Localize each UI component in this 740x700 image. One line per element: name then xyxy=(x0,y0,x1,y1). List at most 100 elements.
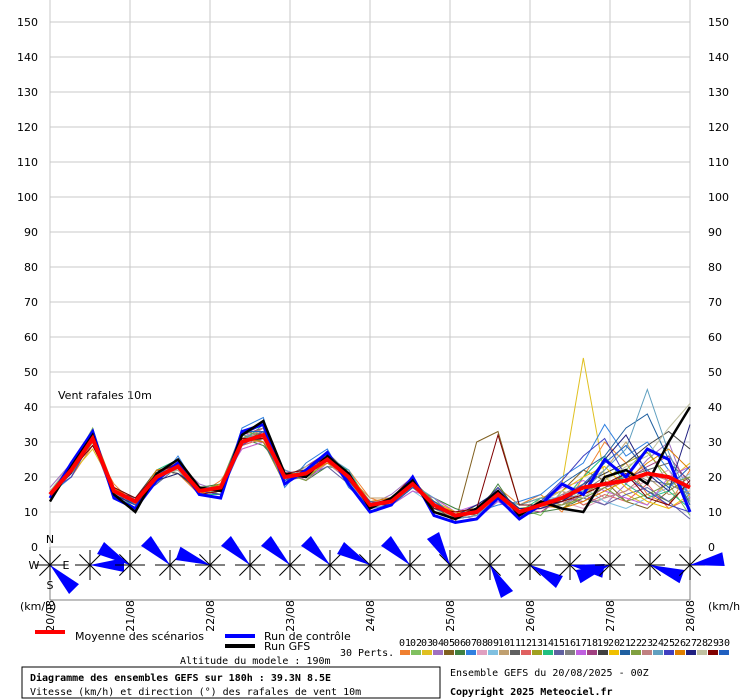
legend-swatch xyxy=(444,650,454,655)
legend-swatch xyxy=(631,650,641,655)
y-tick-label-right: 60 xyxy=(708,331,722,344)
legend-swatch xyxy=(664,650,674,655)
wind-arrow xyxy=(575,565,610,584)
y-tick-label: 10 xyxy=(24,506,38,519)
compass-line xyxy=(289,564,301,576)
series-line xyxy=(48,422,692,525)
legend-label: 18 xyxy=(586,638,598,649)
legend-swatch xyxy=(576,650,586,655)
legend-label: 01 xyxy=(399,638,411,649)
compass-line xyxy=(239,564,251,576)
legend-label: 03 xyxy=(421,638,433,649)
legend-label: 16 xyxy=(564,638,576,649)
compass-line xyxy=(519,564,531,576)
compass-line xyxy=(609,564,621,576)
compass-line xyxy=(639,564,651,576)
legend-swatch xyxy=(697,650,707,655)
legend-label: 28 xyxy=(696,638,708,649)
compass-line xyxy=(689,564,701,576)
y-tick-label-right: 0 xyxy=(708,541,715,554)
y-tick-label-right: 130 xyxy=(708,86,729,99)
y-tick-label: 0 xyxy=(31,541,38,554)
legend-label: 22 xyxy=(630,638,642,649)
wind-arrow xyxy=(490,565,514,598)
compass-label: W xyxy=(29,559,40,572)
compass-line xyxy=(679,564,691,576)
y-tick-label-right: 30 xyxy=(708,436,722,449)
compass-label: N xyxy=(46,533,54,546)
compass-line xyxy=(649,554,661,566)
compass-line xyxy=(119,564,131,576)
compass-line xyxy=(569,554,581,566)
y-tick-label-right: 150 xyxy=(708,16,729,29)
legend-label: 14 xyxy=(542,638,554,649)
y-tick-label: 80 xyxy=(24,261,38,274)
y-tick-label: 150 xyxy=(17,16,38,29)
y-tick-label-right: 100 xyxy=(708,191,729,204)
unit-right: (km/h) xyxy=(708,600,740,613)
compass-line xyxy=(599,554,611,566)
x-tick-label: 28/08 xyxy=(684,600,697,632)
compass-line xyxy=(39,564,51,576)
compass-line xyxy=(209,564,221,576)
compass-line xyxy=(329,564,341,576)
compass-line xyxy=(159,564,171,576)
compass-line xyxy=(599,564,611,576)
legend-label: 15 xyxy=(553,638,565,649)
unit-left: (km/h) xyxy=(20,600,56,613)
legend-swatch xyxy=(488,650,498,655)
legend-label: 12 xyxy=(520,638,532,649)
y-tick-label-right: 140 xyxy=(708,51,729,64)
x-tick-label: 23/08 xyxy=(284,600,297,632)
legend-label: 21 xyxy=(619,638,631,649)
compass-line xyxy=(679,554,691,566)
legend-swatch xyxy=(532,650,542,655)
legend-label: 04 xyxy=(432,638,444,649)
legend-swatch xyxy=(433,650,443,655)
wind-arrow xyxy=(650,565,685,584)
compass-line xyxy=(639,554,651,566)
x-tick-label: 21/08 xyxy=(124,600,137,632)
compass-line xyxy=(559,554,571,566)
legend-swatch xyxy=(543,650,553,655)
copyright: Copyright 2025 Meteociel.fr xyxy=(450,686,613,698)
legend-swatch xyxy=(477,650,487,655)
wind-arrow xyxy=(141,536,170,565)
wind-arrow xyxy=(301,536,330,565)
compass-line xyxy=(409,554,421,566)
compass-line xyxy=(369,564,381,576)
wind-arrow xyxy=(221,536,250,565)
legend-swatch xyxy=(675,650,685,655)
box-subtitle: Vitesse (km/h) et direction (°) des rafa… xyxy=(30,687,361,698)
y-tick-label-right: 10 xyxy=(708,506,722,519)
compass-label: S xyxy=(47,579,54,592)
compass-line xyxy=(49,554,61,566)
y-tick-label: 70 xyxy=(24,296,38,309)
legend-label: 23 xyxy=(641,638,653,649)
info-box xyxy=(21,666,441,699)
perturbations-label: 30 Perts. xyxy=(340,648,394,659)
compass-line xyxy=(169,564,181,576)
legend-label: 05 xyxy=(443,638,455,649)
wind-arrow xyxy=(261,536,290,565)
compass-line xyxy=(249,554,261,566)
legend-label: 10 xyxy=(498,638,510,649)
y-tick-label: 130 xyxy=(17,86,38,99)
compass-line xyxy=(129,554,141,566)
y-tick-label-right: 110 xyxy=(708,156,729,169)
legend-label: 25 xyxy=(663,638,675,649)
compass-line xyxy=(439,554,451,566)
run-info: Ensemble GEFS du 20/08/2025 - 00Z xyxy=(450,668,649,679)
wind-arrow xyxy=(337,541,370,565)
y-tick-label: 40 xyxy=(24,401,38,414)
compass-line xyxy=(489,554,501,566)
compass-line xyxy=(249,564,261,576)
x-tick-label: 26/08 xyxy=(524,600,537,632)
legend-swatch xyxy=(686,650,696,655)
wind-arrow xyxy=(381,536,410,565)
legend-label: 29 xyxy=(707,638,719,649)
x-tick-label: 24/08 xyxy=(364,600,377,632)
compass-line xyxy=(649,564,661,576)
legend-swatch xyxy=(466,650,476,655)
